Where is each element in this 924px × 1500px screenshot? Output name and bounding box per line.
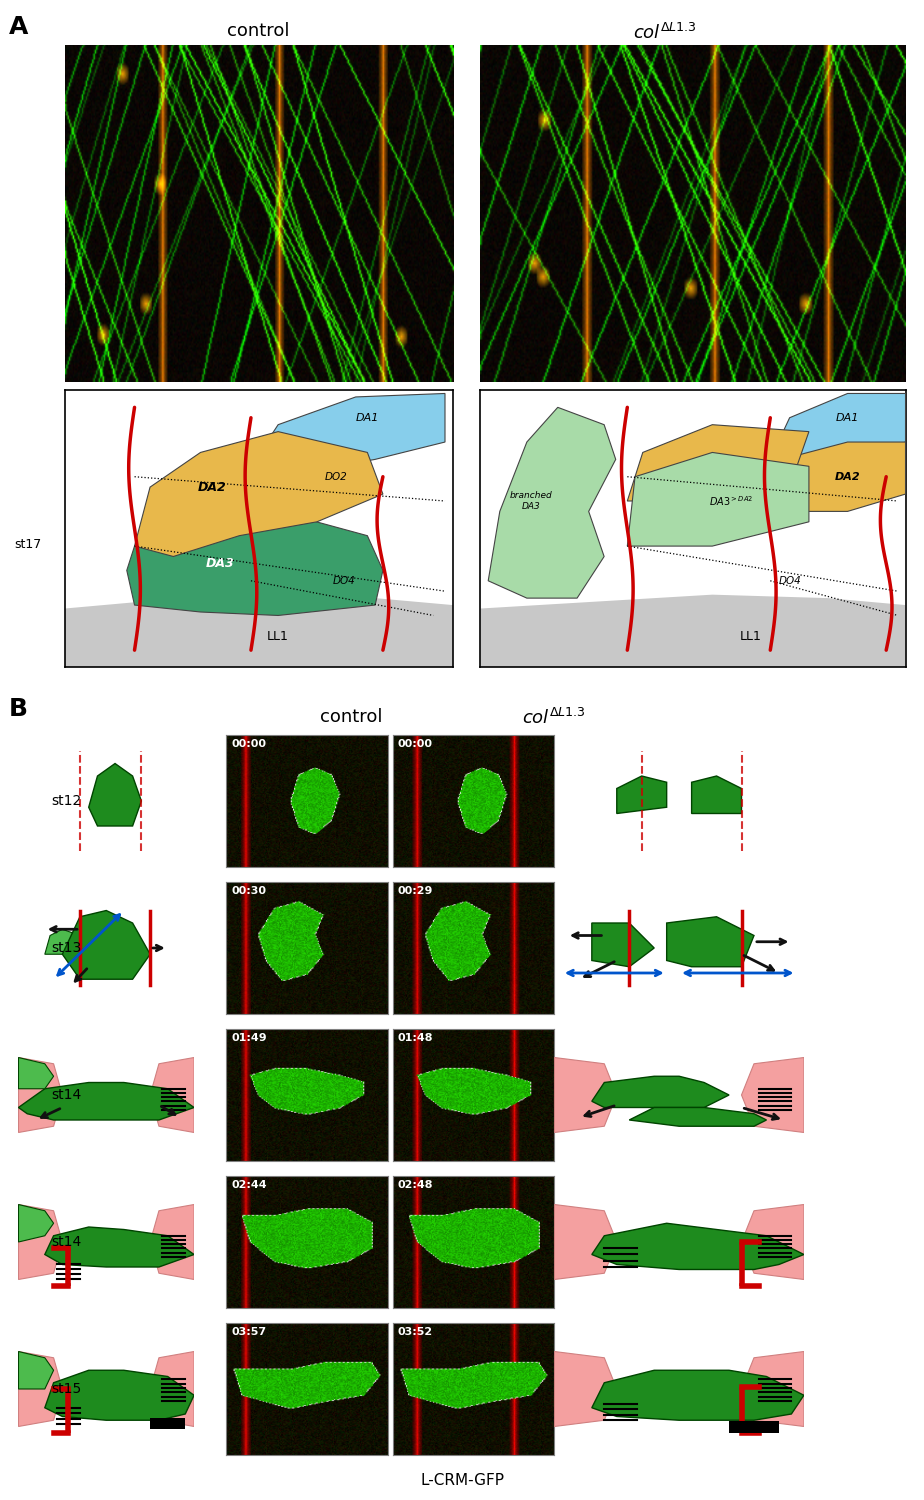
Polygon shape — [151, 1352, 194, 1426]
Text: st15: st15 — [51, 1382, 81, 1396]
Text: 03:57: 03:57 — [231, 1328, 266, 1336]
Polygon shape — [135, 432, 383, 556]
Text: 01:49: 01:49 — [231, 1034, 267, 1042]
Polygon shape — [691, 776, 741, 813]
Text: $DA3^{>DA2}$: $DA3^{>DA2}$ — [710, 494, 754, 508]
Polygon shape — [151, 1058, 194, 1132]
Polygon shape — [771, 393, 906, 459]
Polygon shape — [554, 1352, 617, 1426]
Text: $\mathit{col}^{\Delta L1.3}$: $\mathit{col}^{\Delta L1.3}$ — [633, 22, 698, 42]
Text: 00:00: 00:00 — [397, 740, 432, 748]
Text: DA1: DA1 — [356, 413, 379, 423]
Polygon shape — [480, 594, 906, 668]
Text: DA1: DA1 — [836, 413, 859, 423]
Polygon shape — [591, 1371, 804, 1420]
Text: DA2: DA2 — [198, 480, 226, 494]
Polygon shape — [741, 1204, 804, 1280]
Text: st12: st12 — [51, 794, 81, 808]
Text: control: control — [320, 708, 383, 726]
Text: B: B — [9, 698, 29, 721]
Polygon shape — [554, 1204, 617, 1280]
Text: DA3: DA3 — [205, 556, 235, 570]
Polygon shape — [591, 1077, 729, 1107]
Text: 00:29: 00:29 — [397, 886, 433, 896]
Text: L-CRM-GFP: L-CRM-GFP — [420, 1473, 504, 1488]
Text: 01:48: 01:48 — [397, 1034, 433, 1042]
Polygon shape — [18, 1352, 63, 1426]
Bar — [151, 1418, 186, 1430]
Bar — [729, 1422, 779, 1432]
Text: A: A — [9, 15, 29, 39]
Text: st14: st14 — [51, 1088, 81, 1102]
Polygon shape — [63, 910, 151, 980]
Text: $\mathit{col}^{\Delta L1.3}$: $\mathit{col}^{\Delta L1.3}$ — [522, 708, 587, 728]
Text: st17: st17 — [15, 538, 42, 550]
Polygon shape — [45, 1227, 194, 1268]
Polygon shape — [127, 512, 383, 615]
Text: DO2: DO2 — [325, 471, 347, 482]
Polygon shape — [591, 922, 654, 966]
Text: 00:30: 00:30 — [231, 886, 266, 896]
Polygon shape — [45, 930, 80, 954]
Polygon shape — [627, 424, 808, 501]
Polygon shape — [18, 1058, 54, 1089]
Polygon shape — [741, 1352, 804, 1426]
Text: st13: st13 — [51, 940, 81, 956]
Polygon shape — [771, 442, 906, 512]
Polygon shape — [251, 393, 445, 470]
Polygon shape — [488, 408, 615, 598]
Polygon shape — [629, 1107, 767, 1126]
Polygon shape — [741, 1058, 804, 1132]
Text: branched
DA3: branched DA3 — [509, 492, 552, 510]
Text: LL1: LL1 — [740, 630, 762, 644]
Text: DO2: DO2 — [693, 462, 716, 471]
Text: 02:48: 02:48 — [397, 1180, 433, 1190]
Text: control: control — [227, 22, 290, 40]
Polygon shape — [45, 1371, 194, 1420]
Polygon shape — [18, 1352, 54, 1389]
Polygon shape — [65, 594, 453, 668]
Text: DA2: DA2 — [834, 471, 860, 482]
Polygon shape — [18, 1204, 63, 1280]
Text: 03:52: 03:52 — [397, 1328, 432, 1336]
Polygon shape — [18, 1083, 194, 1120]
Polygon shape — [591, 1224, 804, 1269]
Text: 00:00: 00:00 — [231, 740, 266, 748]
Text: 02:44: 02:44 — [231, 1180, 267, 1190]
Polygon shape — [18, 1058, 63, 1132]
Polygon shape — [554, 1058, 617, 1132]
Polygon shape — [666, 916, 754, 966]
Text: DO4: DO4 — [778, 576, 801, 586]
Polygon shape — [617, 776, 666, 813]
Polygon shape — [627, 453, 808, 546]
Text: DO4: DO4 — [333, 576, 356, 586]
Text: LL1: LL1 — [267, 630, 289, 644]
Polygon shape — [151, 1204, 194, 1280]
Text: st14: st14 — [51, 1234, 81, 1250]
Polygon shape — [89, 764, 141, 826]
Polygon shape — [18, 1204, 54, 1242]
